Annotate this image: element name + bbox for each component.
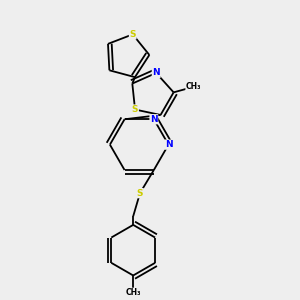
Text: N: N: [165, 140, 172, 149]
Text: S: S: [137, 189, 143, 198]
Text: N: N: [150, 115, 158, 124]
Text: CH₃: CH₃: [125, 288, 141, 297]
Text: N: N: [152, 68, 160, 77]
Text: CH₃: CH₃: [186, 82, 201, 91]
Text: S: S: [132, 105, 138, 114]
Text: S: S: [129, 30, 136, 39]
